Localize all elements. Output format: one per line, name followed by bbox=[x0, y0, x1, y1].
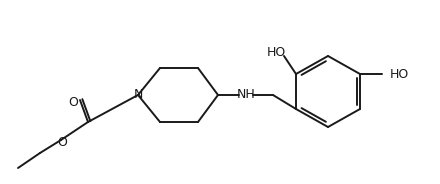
Text: HO: HO bbox=[390, 68, 409, 81]
Text: NH: NH bbox=[237, 89, 255, 102]
Text: N: N bbox=[133, 89, 143, 102]
Text: O: O bbox=[68, 95, 78, 109]
Text: HO: HO bbox=[266, 45, 286, 59]
Text: O: O bbox=[57, 135, 67, 148]
